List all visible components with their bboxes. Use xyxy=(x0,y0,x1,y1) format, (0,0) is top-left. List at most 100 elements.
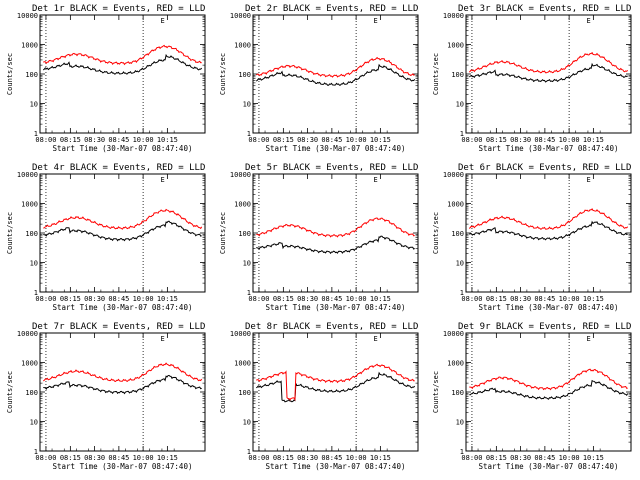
chart-title: Det 9r BLACK = Events, RED = LLD xyxy=(458,322,631,332)
x-tick-label: 08:45 xyxy=(108,295,129,303)
y-tick-label: 1000 xyxy=(447,42,464,50)
y-axis-label: Counts/sec xyxy=(432,212,440,254)
chart-panel: Det 1r BLACK = Events, RED = LLD 1 10 100 10… xyxy=(6,4,206,153)
series-line-lld xyxy=(256,217,415,238)
chart-title: Det 8r BLACK = Events, RED = LLD xyxy=(245,322,418,332)
x-tick-label: 08:15 xyxy=(273,454,294,462)
x-axis-label: Start Time (30-Mar-07 08:47:40) xyxy=(479,462,619,471)
x-tick-label: 08:30 xyxy=(84,454,105,462)
x-tick-label: 08:30 xyxy=(297,454,318,462)
y-tick-label: 1 xyxy=(247,289,251,297)
event-marker-label: E xyxy=(373,17,377,25)
y-tick-label: 100 xyxy=(238,389,251,397)
x-tick-label: 10:00 xyxy=(133,454,154,462)
x-tick-label: 10:00 xyxy=(559,454,580,462)
series-line-events xyxy=(469,220,628,241)
y-tick-label: 100 xyxy=(238,230,251,238)
x-tick-label: 10:15 xyxy=(583,136,604,144)
chart-title: Det 1r BLACK = Events, RED = LLD xyxy=(32,4,205,14)
x-tick-label: 08:00 xyxy=(248,136,269,144)
y-axis-label: Counts/sec xyxy=(432,371,440,413)
x-tick-label: 08:45 xyxy=(108,136,129,144)
y-tick-label: 1000 xyxy=(21,201,38,209)
x-tick-label: 08:00 xyxy=(461,136,482,144)
y-tick-label: 1000 xyxy=(234,42,251,50)
y-tick-label: 1000 xyxy=(21,42,38,50)
y-tick-label: 100 xyxy=(451,71,464,79)
y-axis-label: Counts/sec xyxy=(6,371,14,413)
x-tick-label: 08:30 xyxy=(84,136,105,144)
chart-panel: Det 2r BLACK = Events, RED = LLD 1 10 100 10… xyxy=(219,4,419,153)
series-line-lld xyxy=(43,208,203,230)
plot-frame xyxy=(252,14,419,134)
series-line-events xyxy=(469,379,629,400)
y-tick-label: 1000 xyxy=(234,201,251,209)
chart-title: Det 4r BLACK = Events, RED = LLD xyxy=(32,163,205,173)
x-tick-label: 10:00 xyxy=(133,136,154,144)
y-tick-label: 1000 xyxy=(447,201,464,209)
y-tick-label: 10 xyxy=(243,101,251,109)
x-tick-label: 10:00 xyxy=(559,136,580,144)
y-axis-label: Counts/sec xyxy=(219,371,227,413)
x-tick-label: 08:00 xyxy=(35,295,56,303)
x-tick-label: 08:45 xyxy=(321,295,342,303)
event-marker-label: E xyxy=(373,335,377,343)
plot-frame xyxy=(39,14,206,134)
y-axis-label: Counts/sec xyxy=(219,212,227,254)
series-line-events xyxy=(256,235,415,255)
x-tick-label: 10:00 xyxy=(346,454,367,462)
x-tick-label: 08:45 xyxy=(534,295,555,303)
series-line-lld xyxy=(43,362,203,382)
series-line-lld xyxy=(256,56,415,78)
x-tick-label: 10:00 xyxy=(559,295,580,303)
x-tick-label: 08:00 xyxy=(461,295,482,303)
chart-panel: Det 8r BLACK = Events, RED = LLD 1 10 100 10… xyxy=(219,322,419,471)
series-line-events xyxy=(42,53,203,75)
chart-title: Det 5r BLACK = Events, RED = LLD xyxy=(245,163,418,173)
x-tick-label: 08:00 xyxy=(248,454,269,462)
x-tick-label: 08:45 xyxy=(534,454,555,462)
plot-frame xyxy=(39,173,206,293)
series-line-lld xyxy=(43,44,202,66)
y-axis-label: Counts/sec xyxy=(432,53,440,95)
series-line-lld xyxy=(469,368,628,391)
chart-title: Det 2r BLACK = Events, RED = LLD xyxy=(245,4,418,14)
x-tick-label: 10:15 xyxy=(370,295,391,303)
series-line-events xyxy=(255,371,416,403)
event-marker-label: E xyxy=(160,335,164,343)
y-tick-label: 10 xyxy=(456,260,464,268)
x-tick-label: 10:15 xyxy=(583,454,604,462)
event-marker-label: E xyxy=(373,176,377,184)
x-tick-label: 08:15 xyxy=(60,454,81,462)
y-tick-label: 10000 xyxy=(17,330,38,338)
y-tick-label: 1 xyxy=(34,130,38,138)
x-axis-label: Start Time (30-Mar-07 08:47:40) xyxy=(479,144,619,153)
x-tick-label: 08:45 xyxy=(321,454,342,462)
y-tick-label: 10 xyxy=(30,419,38,427)
x-tick-label: 10:15 xyxy=(157,136,178,144)
x-axis-label: Start Time (30-Mar-07 08:47:40) xyxy=(479,303,619,312)
x-tick-label: 10:00 xyxy=(346,295,367,303)
plot-frame xyxy=(465,173,632,293)
x-axis-label: Start Time (30-Mar-07 08:47:40) xyxy=(53,144,193,153)
x-tick-label: 08:15 xyxy=(486,295,507,303)
x-tick-label: 08:15 xyxy=(273,136,294,144)
series-line-events xyxy=(43,220,202,242)
y-tick-label: 10000 xyxy=(443,171,464,179)
y-tick-label: 1 xyxy=(34,448,38,456)
y-tick-label: 10 xyxy=(30,260,38,268)
y-tick-label: 1 xyxy=(247,130,251,138)
chart-panel: Det 5r BLACK = Events, RED = LLD 1 10 100 10… xyxy=(219,163,419,312)
chart-title: Det 7r BLACK = Events, RED = LLD xyxy=(32,322,205,332)
event-marker-label: E xyxy=(586,17,590,25)
y-tick-label: 10 xyxy=(243,260,251,268)
x-tick-label: 08:15 xyxy=(486,136,507,144)
x-tick-label: 08:45 xyxy=(108,454,129,462)
y-tick-label: 10000 xyxy=(230,330,251,338)
series-line-events xyxy=(255,63,416,86)
chart-panel: Det 6r BLACK = Events, RED = LLD 1 10 100 10… xyxy=(432,163,632,312)
x-tick-label: 08:30 xyxy=(510,295,531,303)
x-tick-label: 08:15 xyxy=(60,136,81,144)
x-tick-label: 08:30 xyxy=(297,136,318,144)
y-tick-label: 10000 xyxy=(443,330,464,338)
